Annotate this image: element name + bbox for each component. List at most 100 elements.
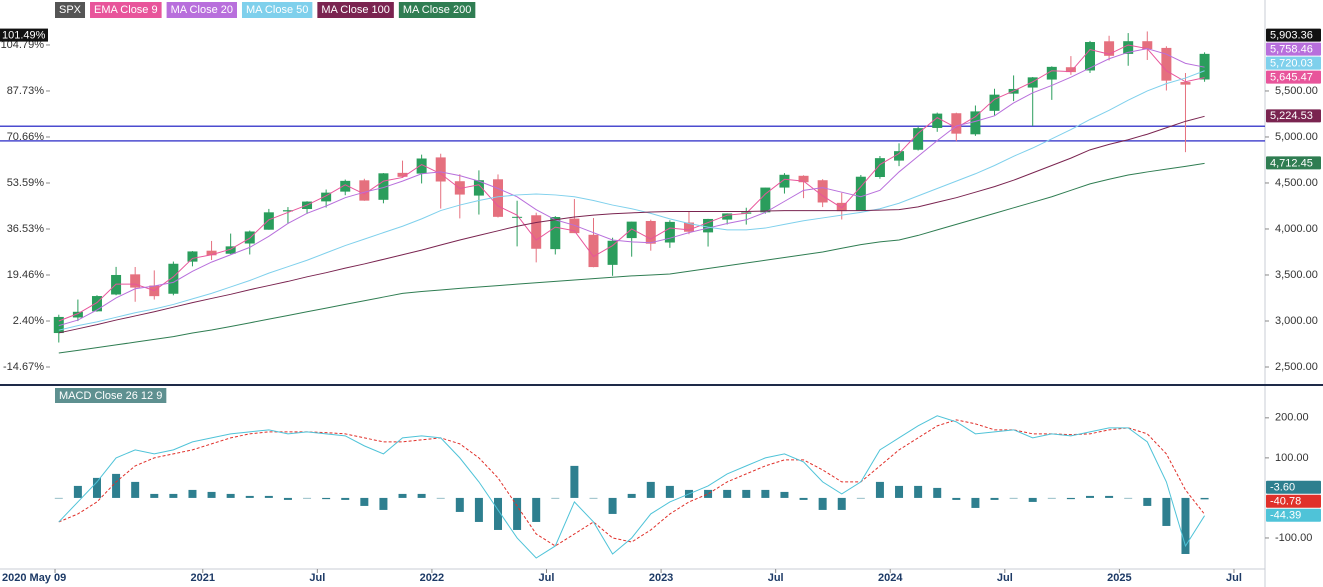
histogram-bar [570, 465, 579, 498]
histogram-bar [1124, 497, 1133, 499]
y2-tick-label: 53.59% [7, 177, 45, 189]
x-tick-label: 2020 May 09 [2, 572, 66, 584]
value-badge [1266, 494, 1321, 508]
candle-body [1065, 67, 1076, 73]
candle-body [359, 180, 370, 201]
histogram-bar [742, 489, 751, 498]
y-tick-label: -100.00 [1275, 532, 1312, 544]
histogram-bar [1066, 497, 1075, 500]
candle-body [683, 222, 694, 232]
panel-title-box [55, 388, 167, 403]
value-badge-label: 5,758.46 [1270, 43, 1313, 55]
value-badge-label: -44.39 [1270, 510, 1301, 522]
candle-body [473, 180, 484, 196]
series-line [58, 419, 1205, 547]
histogram-bar [704, 489, 713, 498]
y2-tick-label: 19.46% [7, 269, 45, 281]
histogram-bar [322, 497, 331, 500]
candle-body [836, 202, 847, 212]
y-tick-label: 4,500.00 [1275, 177, 1318, 189]
percent-badge-label: 101.49% [2, 29, 46, 41]
candle-body [1142, 41, 1153, 50]
candle-body [53, 316, 64, 334]
histogram-bar [532, 497, 541, 522]
legend-label: MA Close 20 [171, 4, 233, 16]
series-line [58, 48, 1205, 327]
value-badge-label: 5,224.53 [1270, 110, 1313, 122]
candle-body [626, 221, 637, 239]
candle-body [321, 192, 332, 202]
candle-body [989, 94, 1000, 111]
histogram-bar [837, 497, 846, 510]
candle-body [607, 240, 618, 265]
y2-tick-label: -14.67% [3, 361, 44, 373]
histogram-bar [589, 497, 598, 499]
legend-item [398, 2, 476, 18]
candle-body [1180, 82, 1191, 85]
candle-body [225, 246, 236, 254]
legend-item [166, 2, 237, 18]
y-tick-label: 4,000.00 [1275, 223, 1318, 235]
histogram-bar [665, 485, 674, 498]
x-tick-label: Jul [768, 572, 784, 584]
histogram-bar [551, 497, 560, 499]
candle-body [397, 172, 408, 177]
candle-body [340, 180, 351, 192]
value-badge [1266, 480, 1321, 494]
histogram-bar [436, 497, 445, 499]
histogram-bar [112, 473, 121, 498]
y-tick-label: 2,500.00 [1275, 361, 1318, 373]
candle-body [894, 151, 905, 161]
candle-body [722, 213, 733, 220]
histogram-bar [379, 497, 388, 510]
histogram-bar [1085, 495, 1094, 498]
value-badge [1266, 156, 1321, 170]
x-tick-label: 2023 [649, 572, 673, 584]
histogram-bar [799, 497, 808, 500]
series-line [58, 162, 1205, 354]
histogram-bar [627, 493, 636, 498]
value-badge-label: 4,712.45 [1270, 157, 1313, 169]
histogram-bar [73, 485, 82, 498]
histogram-bar [761, 489, 770, 498]
histogram-bar [92, 477, 101, 498]
histogram-bar [914, 485, 923, 498]
candle-body [550, 217, 561, 250]
candle-body [206, 250, 217, 256]
candle-body [1199, 53, 1210, 80]
histogram-bar [780, 491, 789, 498]
y2-tick-label: 2.40% [13, 315, 44, 327]
candle-body [91, 296, 102, 312]
value-badge [1266, 56, 1321, 70]
legend-item [241, 2, 313, 18]
legend-label: SPX [59, 4, 82, 16]
x-tick-label: 2022 [420, 572, 444, 584]
histogram-bar [188, 489, 197, 498]
y2-tick-label: 36.53% [7, 223, 45, 235]
candle-body [874, 158, 885, 177]
histogram-bar [398, 493, 407, 498]
histogram-bar [417, 493, 426, 498]
candle-body [168, 263, 179, 294]
y-tick-label: 100.00 [1275, 452, 1309, 464]
candle-body [263, 212, 274, 230]
histogram-bar [1009, 497, 1018, 499]
candle-body [970, 111, 981, 135]
histogram-bar [875, 481, 884, 498]
y-tick-label: 5,500.00 [1275, 85, 1318, 97]
histogram-bar [723, 489, 732, 498]
candle-body [703, 218, 714, 233]
histogram-bar [971, 497, 980, 508]
panel-title: MACD Close 26 12 9 [59, 390, 162, 402]
histogram-bar [283, 497, 292, 500]
histogram-bar [646, 481, 655, 498]
value-badge-label: 5,645.47 [1270, 71, 1313, 83]
histogram-bar [54, 497, 63, 499]
y-tick-label: 3,500.00 [1275, 269, 1318, 281]
x-tick-label: Jul [309, 572, 325, 584]
histogram-bar [1181, 497, 1190, 554]
histogram-bar [1200, 497, 1209, 500]
candle-body [187, 251, 198, 262]
histogram-bar [856, 497, 865, 499]
